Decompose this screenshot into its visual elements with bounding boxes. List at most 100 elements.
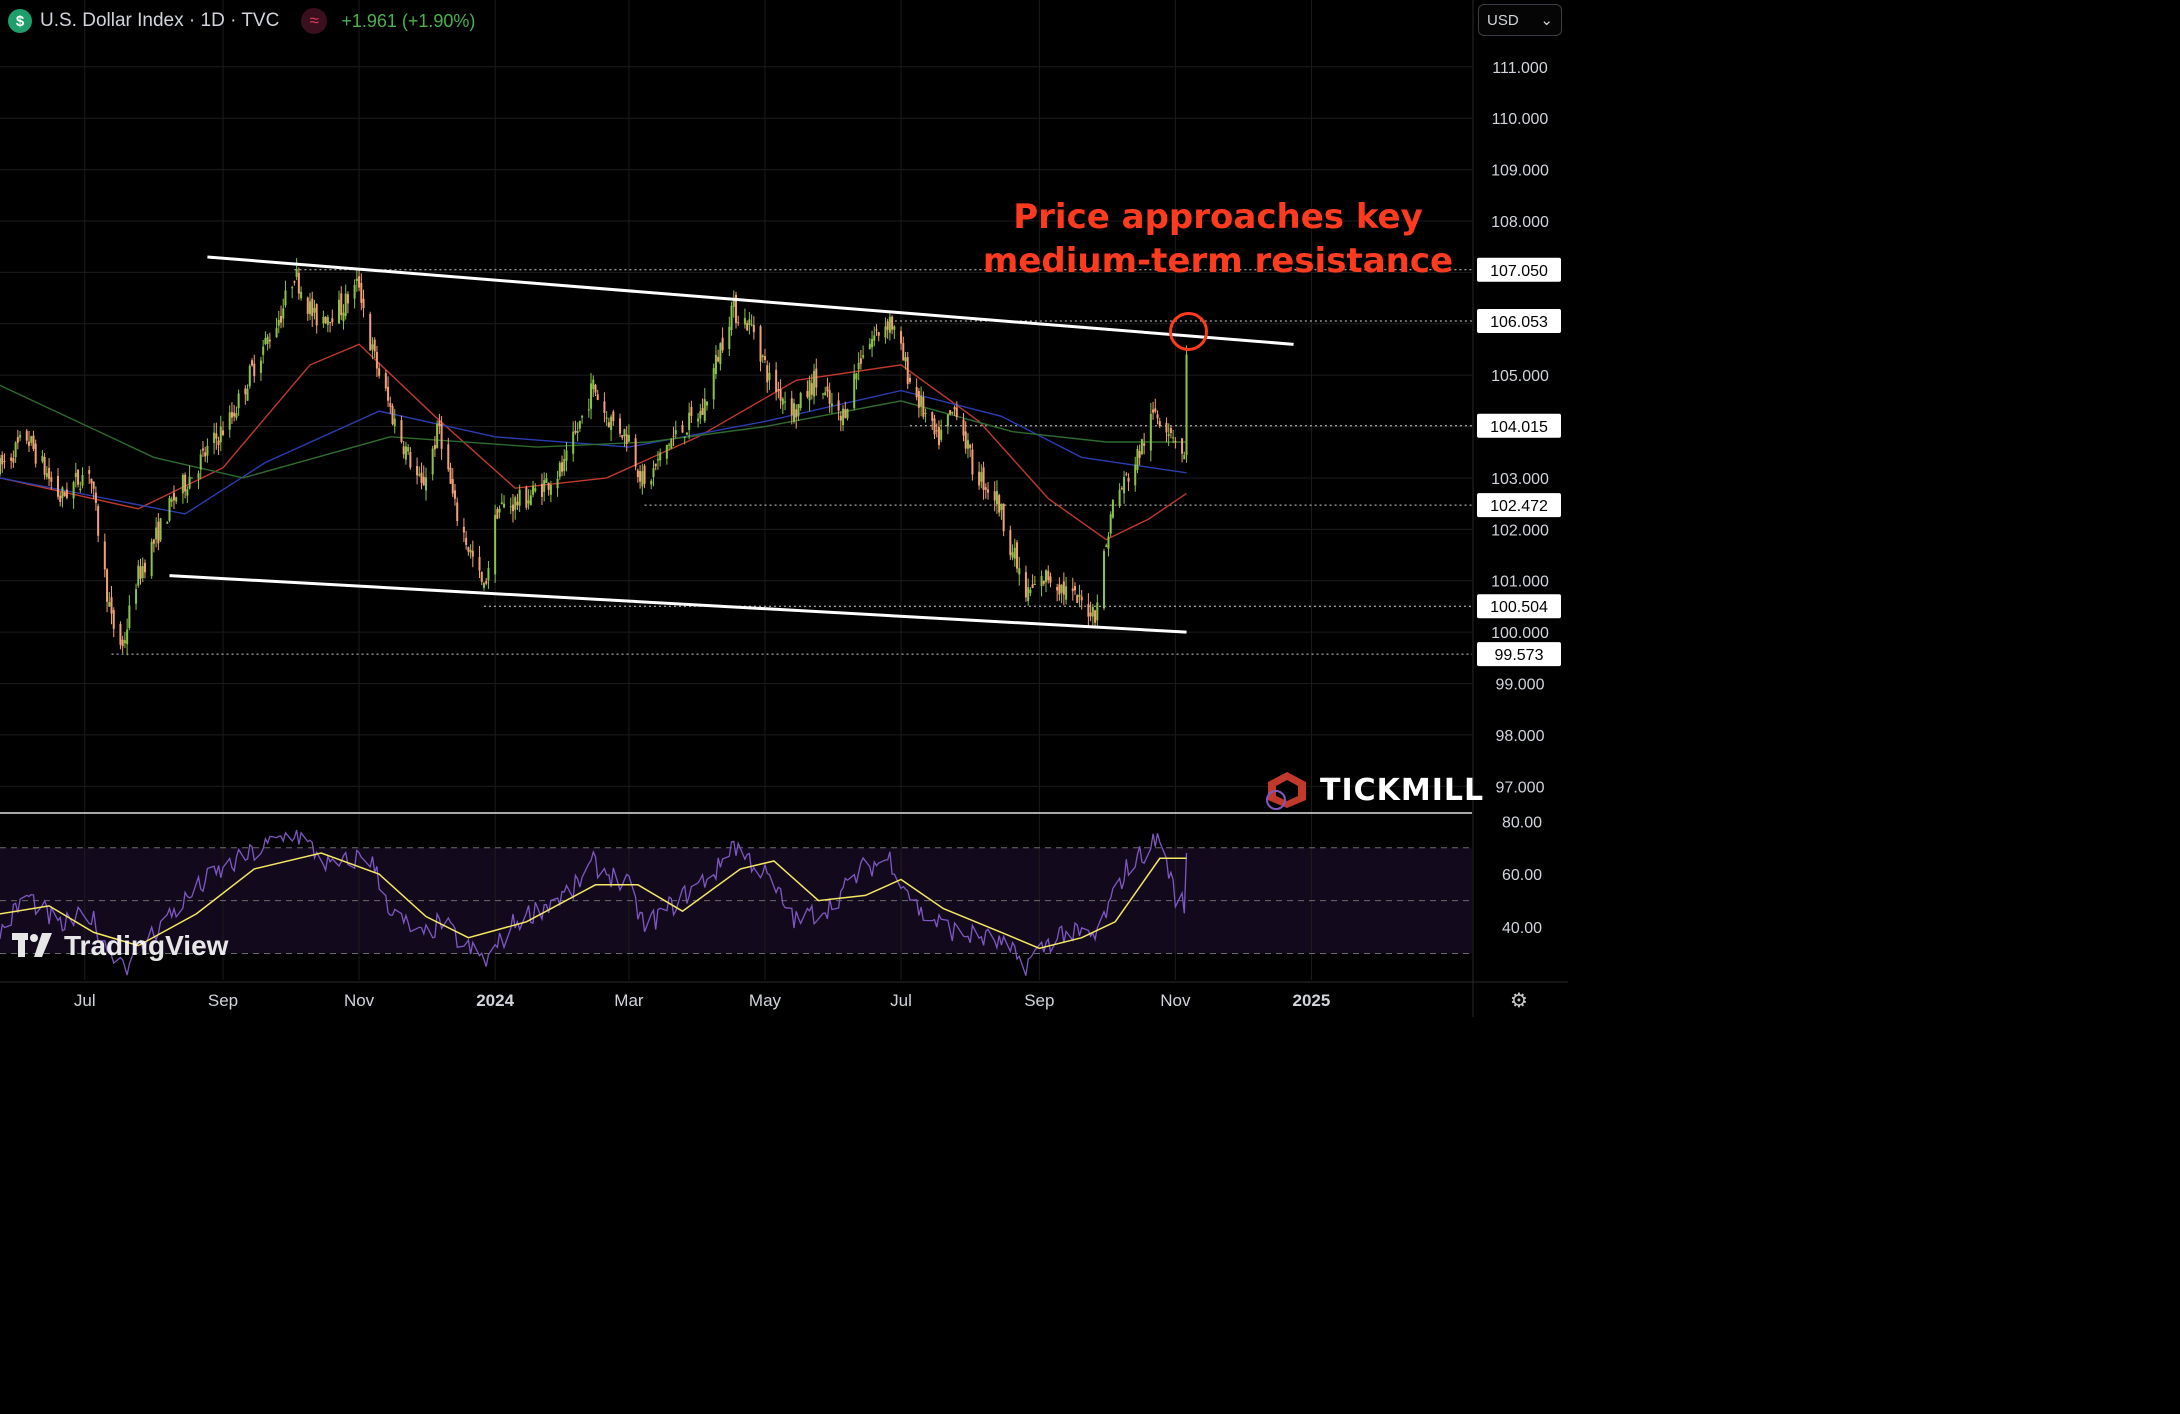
indicator-icon[interactable]: ≈: [301, 8, 328, 34]
candle: [59, 491, 62, 507]
candle-body: [300, 291, 303, 299]
candle: [155, 517, 158, 548]
candle-body: [280, 316, 283, 323]
candle: [264, 331, 267, 346]
candle: [1111, 498, 1114, 519]
candle: [743, 308, 746, 329]
candle: [259, 356, 262, 381]
candle: [759, 324, 762, 372]
price-tick-label: 108.000: [1491, 214, 1549, 231]
candle: [447, 437, 450, 472]
candle-body: [449, 467, 452, 484]
candle-body: [904, 357, 907, 362]
candle: [1158, 417, 1161, 429]
candle-body: [768, 372, 771, 381]
candle: [837, 392, 840, 421]
candle: [384, 369, 387, 392]
candle: [623, 428, 626, 447]
candle: [714, 345, 717, 380]
candle-body: [656, 459, 659, 461]
symbol-title[interactable]: U.S. Dollar Index · 1D · TVC: [40, 10, 280, 31]
candle-body: [906, 357, 909, 384]
candle-body: [378, 368, 381, 376]
candle: [839, 411, 842, 432]
candle-body: [170, 499, 173, 502]
candle: [32, 430, 35, 452]
candle: [868, 338, 871, 350]
candle: [779, 379, 782, 409]
candle: [471, 540, 474, 568]
chevron-down-icon: ⌄: [1540, 12, 1553, 29]
candle: [706, 401, 709, 411]
currency-selector[interactable]: USD ⌄: [1478, 4, 1562, 36]
candle-body: [387, 386, 390, 401]
candle-body: [282, 308, 285, 319]
candle-body: [1, 454, 4, 465]
candle: [659, 448, 662, 467]
candle-body: [447, 444, 450, 470]
candle-body: [759, 326, 762, 362]
candle-body: [1040, 575, 1043, 587]
candle-body: [978, 471, 981, 486]
candle: [1040, 570, 1043, 597]
candle-body: [228, 412, 231, 430]
candle-body: [108, 602, 111, 607]
candle: [0, 454, 2, 477]
candle-body: [407, 447, 410, 452]
candle-body: [123, 640, 126, 644]
rsi-line: [0, 829, 1188, 976]
candle: [378, 362, 381, 379]
candle-body: [719, 343, 722, 365]
candle-body: [1158, 421, 1161, 427]
candle-body: [915, 386, 918, 398]
candle: [1087, 593, 1090, 628]
candle: [309, 292, 312, 320]
candle: [228, 405, 231, 438]
candle: [326, 314, 329, 333]
candle: [266, 334, 269, 351]
level-label-text: 102.472: [1490, 498, 1548, 515]
candle: [324, 316, 327, 324]
candle-body: [291, 287, 294, 289]
candle-body: [362, 298, 365, 309]
time-tick-label: Mar: [614, 991, 644, 1010]
candle: [656, 450, 659, 470]
candle-body: [808, 380, 811, 401]
candle-body: [935, 430, 938, 432]
candle-body: [810, 383, 813, 395]
candle: [605, 411, 608, 426]
candle: [126, 618, 129, 656]
candle: [166, 521, 169, 524]
candle: [498, 505, 501, 519]
candle: [699, 403, 702, 425]
candle: [1076, 594, 1079, 604]
candle-body: [315, 304, 318, 326]
candle-body: [857, 362, 860, 370]
candle: [775, 362, 778, 401]
candle-body: [284, 290, 287, 306]
candle: [313, 299, 316, 320]
candle-body: [681, 424, 684, 433]
candle: [1058, 577, 1061, 601]
candle: [389, 396, 392, 414]
candle: [453, 483, 456, 506]
tradingview-logo-icon: [12, 933, 52, 957]
candle: [244, 385, 247, 405]
candle: [65, 482, 68, 500]
candle-body: [453, 490, 456, 499]
candle: [1167, 423, 1170, 447]
candle-body: [384, 373, 387, 389]
candle: [777, 381, 780, 399]
candle: [815, 358, 818, 396]
candle-body: [92, 481, 95, 489]
candle-body: [77, 469, 80, 485]
candle-body: [14, 442, 17, 458]
gear-icon[interactable]: ⚙: [1510, 990, 1528, 1012]
candle-body: [500, 502, 503, 505]
candle-body: [1076, 595, 1079, 604]
candle: [625, 426, 628, 452]
tickmill-watermark: TICKMILL: [1262, 770, 1484, 810]
candle-body: [752, 324, 755, 333]
candle-body: [777, 389, 780, 391]
